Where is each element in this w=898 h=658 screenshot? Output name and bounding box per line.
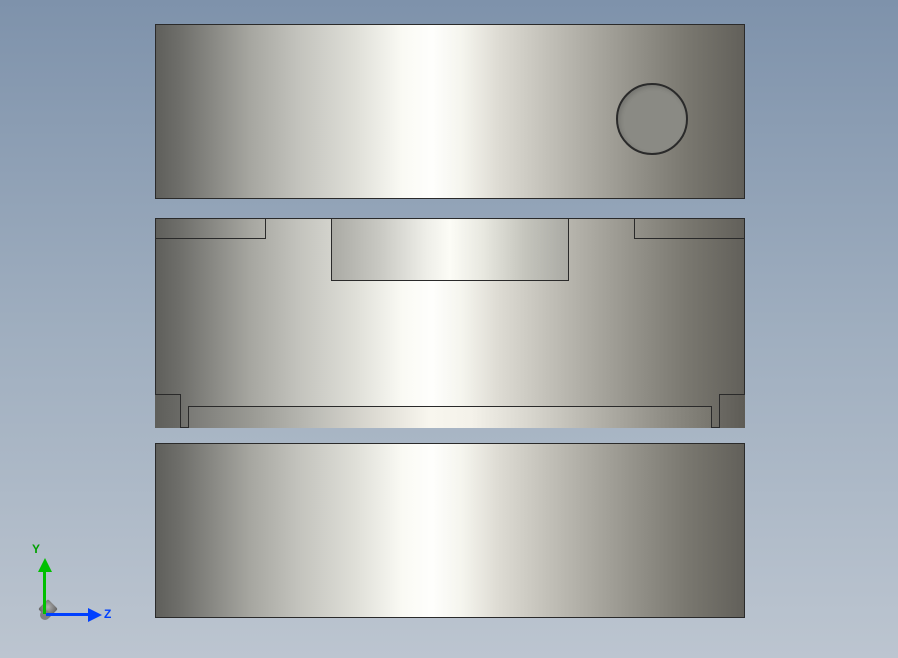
model-top-block [155,24,745,199]
model-mid-notch-right [719,394,745,428]
axis-y-arrow-icon [38,558,52,572]
model-mid-bottom-recess [188,406,712,428]
model-mid-notch-left [155,394,181,428]
model-bottom-block [155,443,745,618]
axis-z-arrow-icon [88,608,102,622]
axis-z-label: Z [104,607,111,621]
model-mid-step-right [634,219,744,239]
model-middle-block [155,218,745,428]
model-mid-step-left [156,219,266,239]
axis-y-label: Y [32,542,40,556]
axis-y-line [43,568,46,614]
axis-z-line [46,613,90,616]
axis-triad[interactable]: Y Z [22,548,112,638]
model-mid-center-slot [331,219,569,281]
model-top-hole [616,83,688,155]
cad-3d-viewport[interactable]: Y Z [0,0,898,658]
